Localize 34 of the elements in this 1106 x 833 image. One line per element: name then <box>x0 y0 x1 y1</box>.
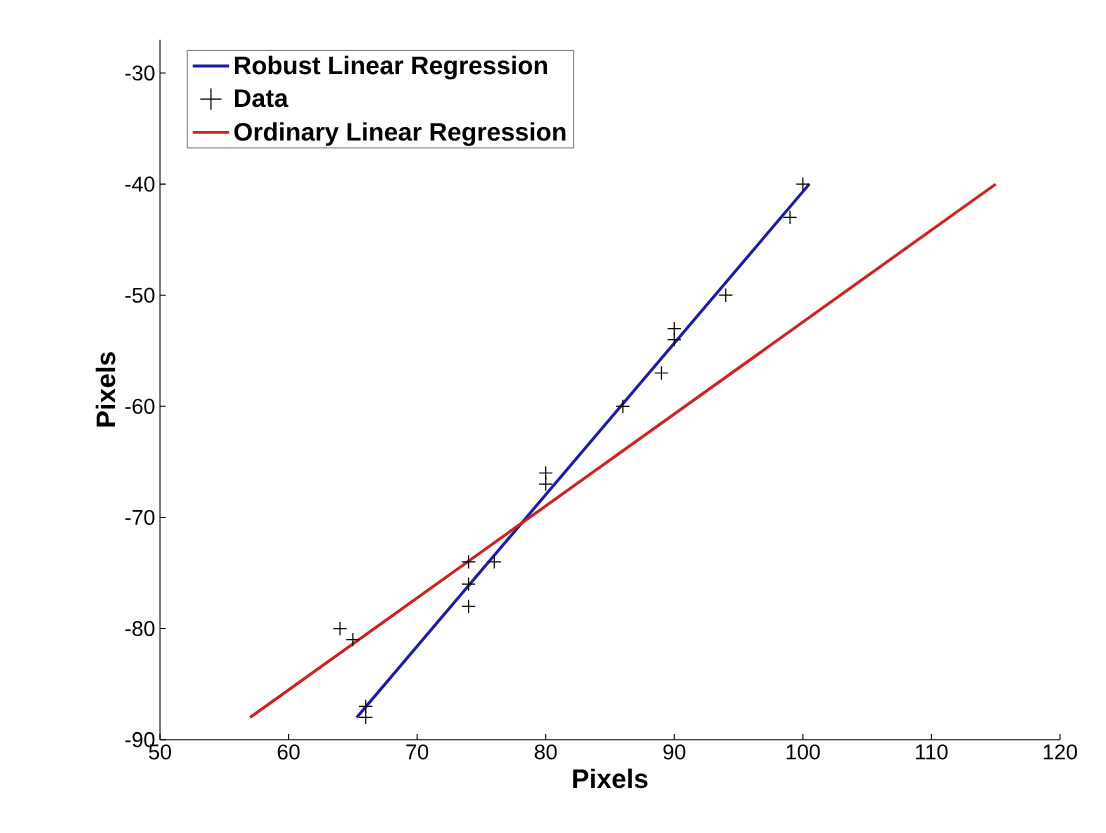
y-tick-label: -30 <box>125 65 155 81</box>
y-tick-label: -40 <box>125 176 155 192</box>
legend-label: Robust Linear Regression <box>234 55 548 80</box>
point <box>358 710 373 725</box>
point <box>538 476 553 492</box>
x-tick-label: 100 <box>786 744 820 760</box>
y-axis-title: Pixels <box>95 352 116 427</box>
point <box>654 365 669 381</box>
legend-label: Ordinary Linear Regression <box>234 122 566 146</box>
point <box>795 176 811 192</box>
x-tick-label: 80 <box>534 744 557 760</box>
point <box>615 399 631 414</box>
point <box>461 554 476 570</box>
point <box>782 210 798 225</box>
x-tick-label: 60 <box>277 744 300 760</box>
legend-label: Data <box>234 89 289 108</box>
x-tick-label: 110 <box>916 744 948 760</box>
point <box>718 287 733 303</box>
y-tick-label: -70 <box>125 509 155 525</box>
y-tick-label: -80 <box>125 621 155 637</box>
y-tick-label: -60 <box>125 398 155 414</box>
point <box>667 332 682 347</box>
point <box>358 699 373 714</box>
point <box>332 621 348 636</box>
x-axis-title: Pixels <box>573 768 648 789</box>
point <box>345 632 361 647</box>
point <box>461 599 476 614</box>
x-tick-label: 120 <box>1043 744 1077 760</box>
x-tick-label: 90 <box>663 744 686 760</box>
point <box>461 576 476 592</box>
y-tick-label: -50 <box>125 287 155 303</box>
point <box>667 321 682 336</box>
x-tick-label: 70 <box>406 744 429 760</box>
point <box>487 554 502 570</box>
